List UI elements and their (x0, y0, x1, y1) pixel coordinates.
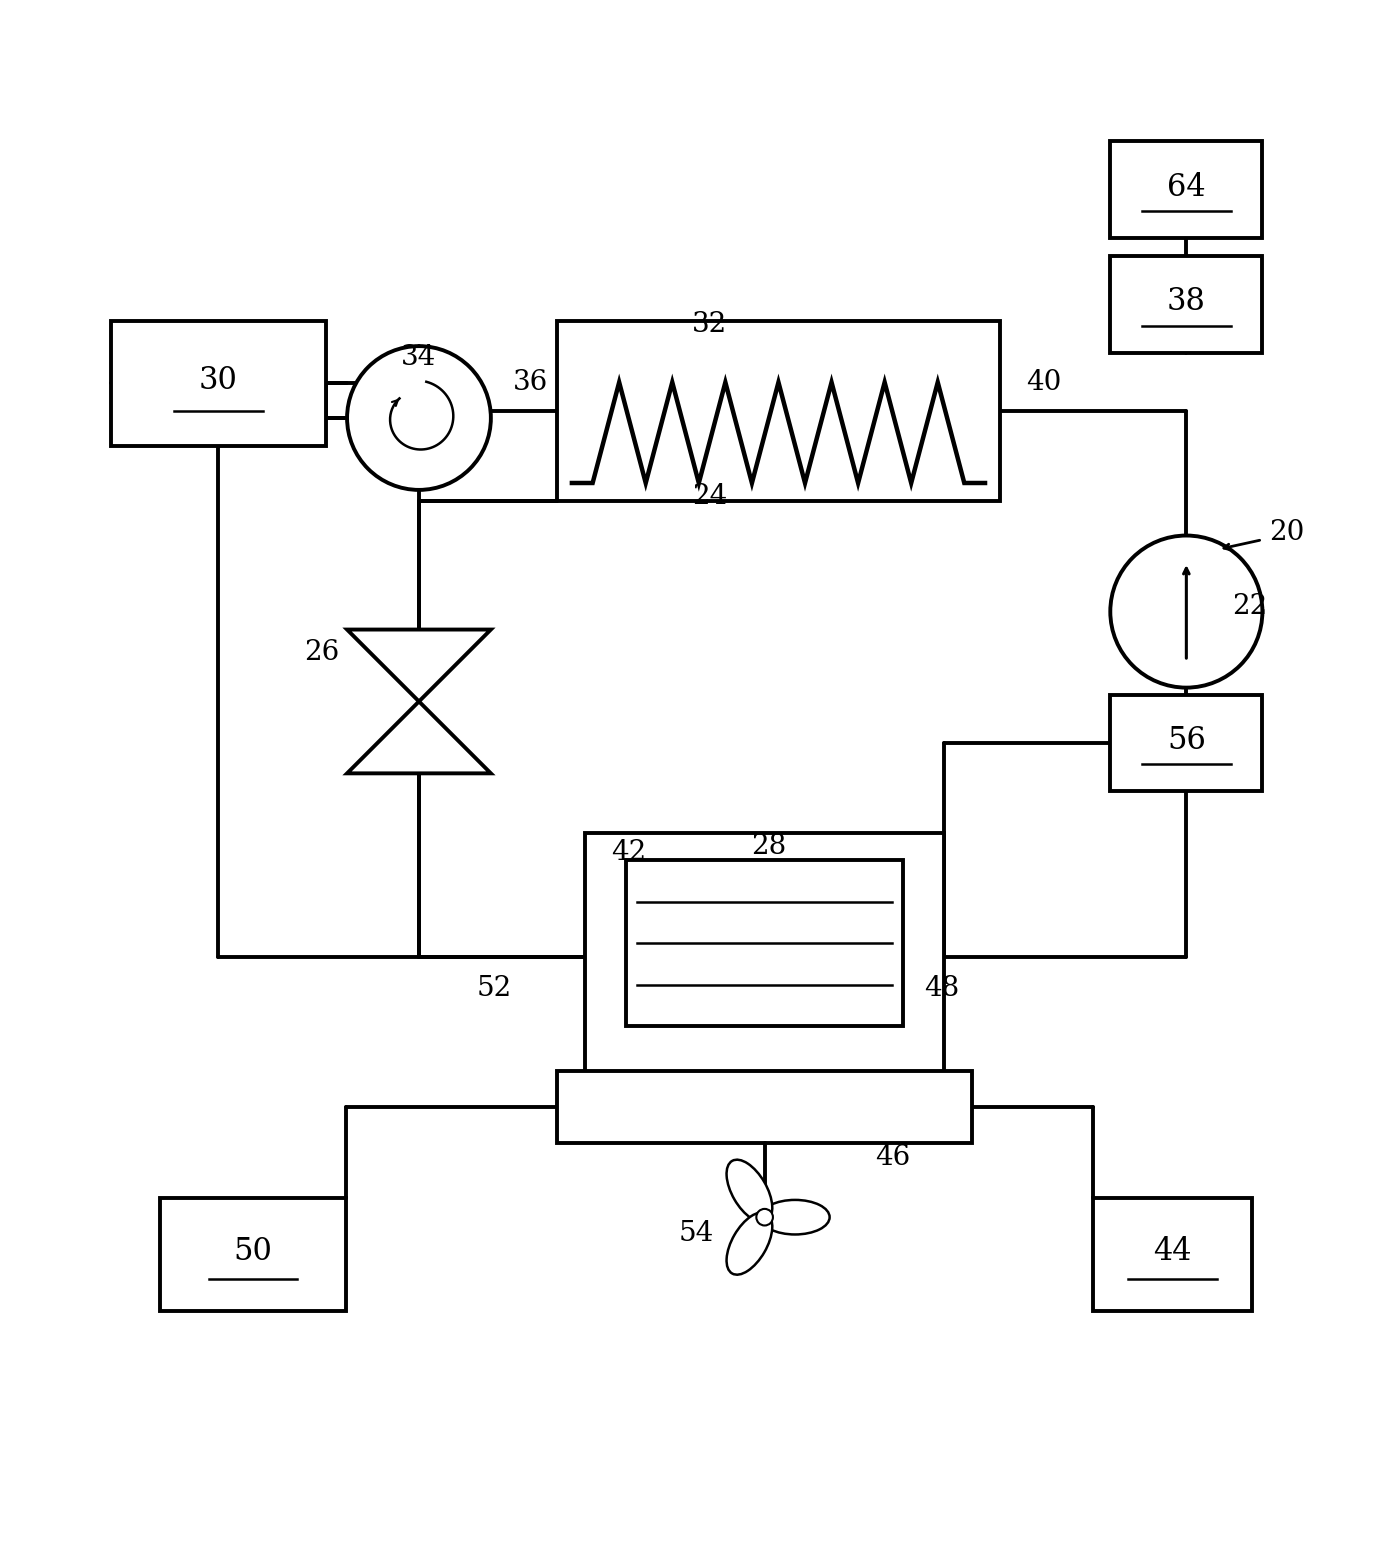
Polygon shape (348, 630, 491, 701)
Text: 36: 36 (513, 370, 548, 397)
Text: 30: 30 (199, 365, 238, 397)
Text: 42: 42 (612, 840, 647, 866)
Bar (584, 833, 944, 1082)
Text: 22: 22 (1232, 594, 1267, 620)
Text: 64: 64 (1167, 171, 1206, 202)
Text: 24: 24 (691, 482, 727, 510)
Text: 28: 28 (751, 832, 786, 860)
Text: 38: 38 (1167, 286, 1206, 317)
Text: 56: 56 (1167, 725, 1206, 756)
Bar (1093, 1197, 1252, 1311)
Bar (558, 1071, 972, 1143)
Bar (160, 1197, 346, 1311)
Text: 54: 54 (679, 1219, 714, 1247)
Text: 50: 50 (234, 1236, 273, 1267)
Ellipse shape (726, 1213, 772, 1275)
Bar (1110, 257, 1263, 353)
Circle shape (1110, 535, 1263, 687)
Text: 40: 40 (1027, 370, 1061, 397)
Text: 26: 26 (305, 639, 339, 666)
Circle shape (757, 1208, 773, 1225)
Bar (111, 322, 325, 446)
Text: 34: 34 (402, 345, 437, 372)
Bar (626, 860, 903, 1026)
Bar (1110, 142, 1263, 238)
Text: 20: 20 (1270, 519, 1305, 546)
Bar (1110, 695, 1263, 791)
Bar (558, 322, 1000, 501)
Text: 52: 52 (477, 975, 512, 1001)
Text: 46: 46 (875, 1143, 911, 1171)
Text: 48: 48 (924, 975, 958, 1001)
Text: 32: 32 (691, 311, 727, 339)
Circle shape (348, 347, 491, 490)
Ellipse shape (726, 1160, 772, 1222)
Text: 44: 44 (1153, 1236, 1192, 1267)
Polygon shape (348, 701, 491, 773)
Ellipse shape (761, 1200, 829, 1235)
